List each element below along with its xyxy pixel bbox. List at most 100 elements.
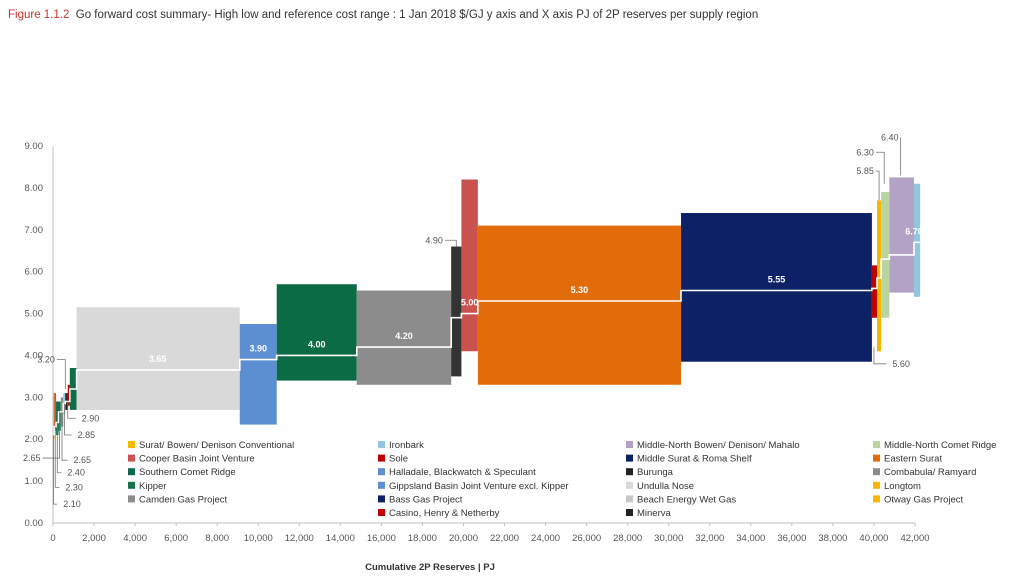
range-box	[56, 401, 59, 436]
x-tick-label: 4,000	[123, 533, 147, 544]
legend-label: Burunga	[637, 467, 674, 478]
legend-label: Cooper Basin Joint Venture	[139, 454, 255, 465]
legend-label: Combabula/ Ramyard	[884, 467, 976, 478]
legend-label: Ironbark	[389, 440, 424, 451]
callout-leader	[875, 170, 880, 201]
legend-swatch	[873, 481, 880, 489]
legend-swatch	[128, 441, 135, 448]
range-box	[356, 290, 452, 385]
callout-label: 2.65	[23, 453, 41, 463]
value-label: 5.00	[461, 298, 479, 308]
value-label: 4.20	[395, 331, 413, 341]
range-box	[681, 213, 872, 362]
cost-range-boxes	[53, 177, 921, 440]
legend-swatch	[128, 454, 135, 462]
legend-label: Surat/ Bowen/ Denison Conventional	[139, 440, 294, 451]
range-box	[871, 265, 878, 318]
callout-label: 2.30	[65, 482, 83, 492]
callout-leader	[64, 403, 72, 436]
callout-leader	[67, 401, 76, 419]
x-tick-label: 34,000	[736, 533, 765, 544]
range-box	[53, 393, 55, 440]
range-box	[67, 384, 70, 406]
callout-leader	[444, 239, 457, 247]
value-label: 4.00	[308, 339, 326, 349]
legend-swatch	[626, 454, 633, 462]
x-tick-label: 22,000	[490, 533, 519, 544]
legend-label: Longtom	[884, 481, 921, 492]
legend-label: Minerva	[637, 508, 672, 519]
legend-swatch	[378, 441, 385, 448]
legend-label: Eastern Surat	[884, 454, 942, 465]
y-tick-label: 3.00	[25, 392, 44, 403]
x-tick-label: 18,000	[408, 533, 437, 544]
value-label: 5.55	[768, 275, 786, 285]
legend-label: Middle Surat & Roma Shelf	[637, 454, 752, 465]
callout-label: 2.85	[78, 430, 96, 440]
x-tick-label: 12,000	[285, 533, 314, 544]
legend-label: Camden Gas Project	[139, 494, 228, 505]
callout-label: 6.30	[856, 147, 874, 157]
range-box	[239, 324, 277, 425]
legend-swatch	[626, 468, 633, 476]
y-tick-label: 8.00	[25, 183, 44, 194]
callout-leader	[61, 411, 68, 461]
value-label: 6.70	[905, 226, 923, 236]
range-box	[877, 200, 882, 352]
reference-cost-step-line	[53, 241, 921, 436]
x-axis-title: Cumulative 2P Reserves | PJ	[365, 562, 495, 573]
figure-caption: Figure 1.1.2 Go forward cost summary- Hi…	[8, 9, 758, 21]
x-tick-label: 36,000	[777, 533, 806, 544]
callout-label: 2.10	[63, 499, 81, 509]
y-tick-label: 0.00	[25, 518, 44, 529]
callout-label: 6.40	[881, 133, 899, 143]
callout-leader	[54, 426, 60, 488]
range-box	[477, 225, 682, 385]
x-tick-label: 26,000	[572, 533, 601, 544]
x-tick-label: 32,000	[695, 533, 724, 544]
legend-label: Casino, Henry & Netherby	[389, 508, 500, 519]
legend-swatch	[128, 468, 135, 476]
figure-number: Figure 1.1.2	[8, 9, 70, 21]
value-label: 3.90	[249, 344, 267, 354]
range-box	[76, 307, 240, 410]
legend-swatch	[873, 495, 880, 503]
x-tick-label: 6,000	[164, 533, 188, 544]
range-box	[889, 177, 914, 293]
callout-leader	[873, 347, 887, 365]
legend-swatch	[626, 441, 633, 448]
legend-label: Kipper	[139, 481, 166, 492]
callout-leader	[56, 422, 62, 474]
y-tick-label: 5.00	[25, 309, 44, 320]
callout-label: 5.60	[892, 359, 910, 369]
callout-label: 3.20	[37, 355, 55, 365]
legend-label: Southern Comet Ridge	[139, 467, 236, 478]
legend-swatch	[128, 481, 135, 489]
callout-label: 2.90	[82, 413, 100, 423]
legend-label: Middle-North Comet Ridge	[884, 440, 996, 451]
legend-swatch	[626, 509, 633, 516]
callout-labels: 3.20 2.90 2.85 2.65 2.65 2.40 2.30 2.10 4.90 5.60…	[23, 133, 910, 510]
value-labels: 3.65 3.90 4.00 4.20 5.00 5.30 5.55 6.70	[149, 226, 923, 364]
x-tick-label: 42,000	[900, 533, 929, 544]
y-tick-label: 2.00	[25, 434, 44, 445]
legend-label: Otway Gas Project	[884, 494, 964, 505]
x-tick-label: 14,000	[326, 533, 355, 544]
legend-swatch	[873, 454, 880, 462]
callout-label: 4.90	[425, 235, 443, 245]
legend-swatch	[378, 468, 385, 476]
range-box	[54, 393, 57, 431]
range-box	[881, 192, 890, 318]
legend-swatch	[626, 481, 633, 489]
legend-label: Gippsland Basin Joint Venture excl. Kipp…	[389, 481, 569, 492]
range-box	[461, 179, 478, 352]
legend: Surat/ Bowen/ Denison Conventional Cooper…	[128, 440, 996, 519]
x-tick-label: 0	[50, 533, 55, 544]
callout-label: 2.40	[67, 468, 85, 478]
value-label: 5.30	[571, 285, 589, 295]
range-box	[276, 284, 357, 381]
value-label: 3.65	[149, 354, 167, 364]
legend-label: Undulla Nose	[637, 481, 694, 492]
legend-label: Bass Gas Project	[389, 494, 463, 505]
